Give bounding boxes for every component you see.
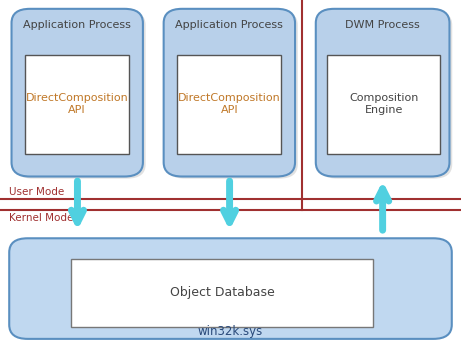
FancyBboxPatch shape bbox=[166, 11, 298, 179]
FancyBboxPatch shape bbox=[316, 9, 449, 176]
Text: User Mode: User Mode bbox=[9, 187, 65, 197]
Text: Application Process: Application Process bbox=[23, 20, 131, 30]
Text: DirectComposition
API: DirectComposition API bbox=[178, 93, 281, 115]
Bar bbox=[25, 55, 129, 154]
Bar bbox=[71, 259, 373, 327]
Bar bbox=[327, 55, 440, 154]
Text: win32k.sys: win32k.sys bbox=[198, 325, 263, 337]
Text: DWM Process: DWM Process bbox=[345, 20, 420, 30]
Text: DirectComposition
API: DirectComposition API bbox=[26, 93, 129, 115]
FancyBboxPatch shape bbox=[9, 238, 452, 339]
Text: Object Database: Object Database bbox=[170, 287, 275, 299]
Bar bbox=[177, 55, 281, 154]
Text: Kernel Mode: Kernel Mode bbox=[9, 213, 74, 223]
FancyBboxPatch shape bbox=[319, 11, 452, 179]
FancyBboxPatch shape bbox=[164, 9, 295, 176]
FancyBboxPatch shape bbox=[14, 11, 146, 179]
FancyBboxPatch shape bbox=[12, 9, 143, 176]
Text: Composition
Engine: Composition Engine bbox=[349, 93, 419, 115]
Text: Application Process: Application Process bbox=[175, 20, 284, 30]
